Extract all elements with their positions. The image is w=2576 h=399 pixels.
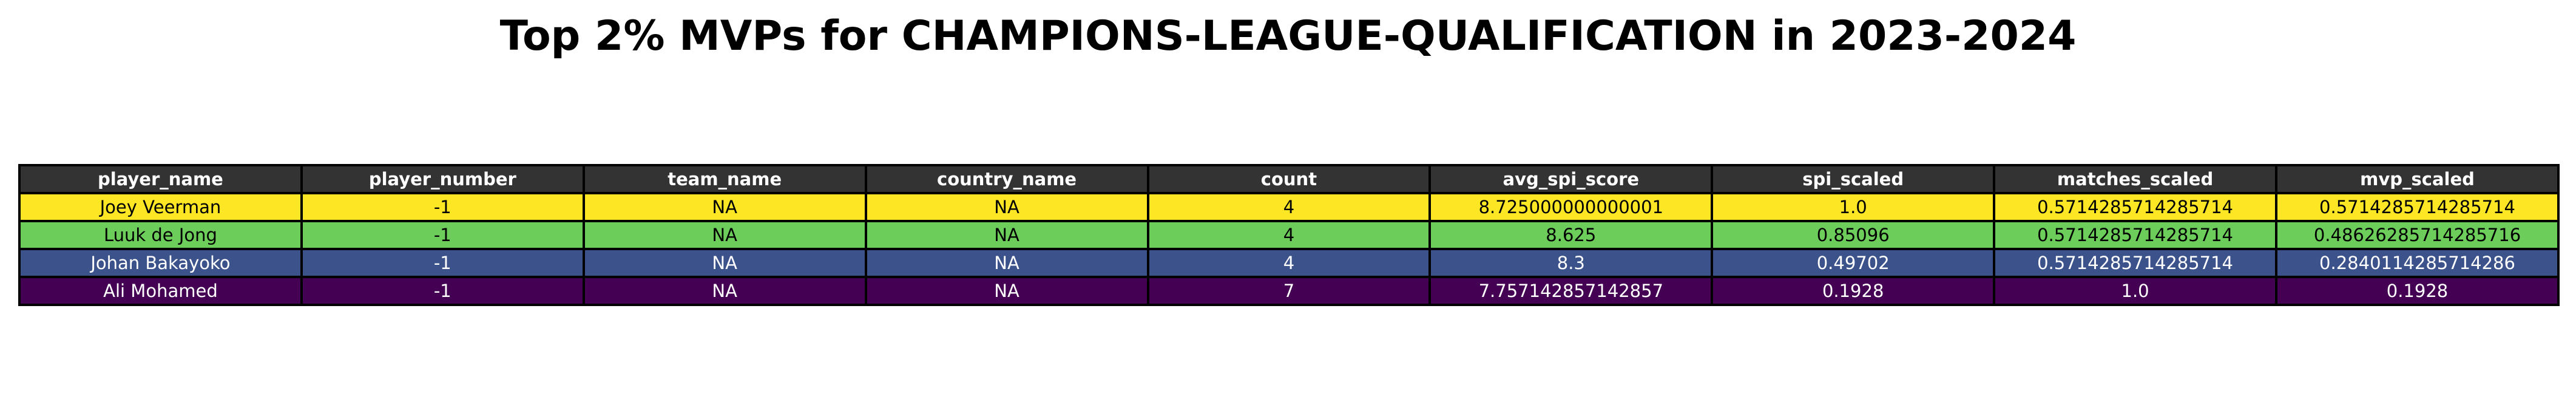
cell-country-name: NA (864, 220, 1149, 250)
cell-avg-spi-score: 8.625 (1428, 220, 1714, 250)
table-row: Ali Mohamed -1 NA NA 7 7.757142857142857 0.192… (18, 276, 2560, 306)
cell-spi-scaled: 1.0 (1711, 192, 1996, 222)
column-header-count: count (1146, 164, 1432, 194)
cell-mvp-scaled: 0.48626285714285716 (2275, 220, 2560, 250)
cell-mvp-scaled: 0.2840114285714286 (2275, 248, 2560, 278)
column-header-team-name: team_name (582, 164, 867, 194)
cell-player-name: Luuk de Jong (18, 220, 303, 250)
cell-player-name: Joey Veerman (18, 192, 303, 222)
column-header-matches-scaled: matches_scaled (1993, 164, 2277, 194)
cell-team-name: NA (582, 248, 867, 278)
cell-team-name: NA (582, 192, 867, 222)
header-row: player_name player_number team_name country… (18, 164, 2560, 194)
cell-player-name: Ali Mohamed (18, 276, 303, 306)
cell-player-name: Johan Bakayoko (18, 248, 303, 278)
cell-count: 7 (1146, 276, 1432, 306)
cell-country-name: NA (864, 192, 1149, 222)
column-header-avg-spi-score: avg_spi_score (1428, 164, 1714, 194)
cell-mvp-scaled: 0.5714285714285714 (2275, 192, 2560, 222)
cell-country-name: NA (864, 276, 1149, 306)
cell-avg-spi-score: 8.725000000000001 (1428, 192, 1714, 222)
chart-title: Top 2% MVPs for CHAMPIONS-LEAGUE-QUALIFI… (499, 12, 2077, 60)
column-header-player-number: player_number (300, 164, 585, 194)
table-row: Luuk de Jong -1 NA NA 4 8.625 0.85096 0.5714285… (18, 220, 2560, 250)
cell-team-name: NA (582, 276, 867, 306)
cell-count: 4 (1146, 192, 1432, 222)
column-header-player-name: player_name (18, 164, 303, 194)
table-header: player_name player_number team_name country… (18, 164, 2560, 194)
column-header-spi-scaled: spi_scaled (1711, 164, 1996, 194)
cell-count: 4 (1146, 248, 1432, 278)
cell-matches-scaled: 1.0 (1993, 276, 2277, 306)
cell-player-number: -1 (300, 220, 585, 250)
cell-spi-scaled: 0.49702 (1711, 248, 1996, 278)
cell-avg-spi-score: 8.3 (1428, 248, 1714, 278)
cell-spi-scaled: 0.1928 (1711, 276, 1996, 306)
cell-spi-scaled: 0.85096 (1711, 220, 1996, 250)
cell-avg-spi-score: 7.757142857142857 (1428, 276, 1714, 306)
table-row: Joey Veerman -1 NA NA 4 8.725000000000001 1.0 0… (18, 192, 2560, 222)
cell-matches-scaled: 0.5714285714285714 (1993, 220, 2277, 250)
cell-matches-scaled: 0.5714285714285714 (1993, 248, 2277, 278)
column-header-country-name: country_name (864, 164, 1149, 194)
mvp-table: player_name player_number team_name country… (18, 164, 2560, 306)
cell-matches-scaled: 0.5714285714285714 (1993, 192, 2277, 222)
table-body: Joey Veerman -1 NA NA 4 8.725000000000001 1.0 0… (18, 192, 2560, 306)
cell-team-name: NA (582, 220, 867, 250)
cell-player-number: -1 (300, 248, 585, 278)
cell-count: 4 (1146, 220, 1432, 250)
cell-country-name: NA (864, 248, 1149, 278)
table-row: Johan Bakayoko -1 NA NA 4 8.3 0.49702 0.5714285… (18, 248, 2560, 278)
cell-mvp-scaled: 0.1928 (2275, 276, 2560, 306)
cell-player-number: -1 (300, 276, 585, 306)
column-header-mvp-scaled: mvp_scaled (2275, 164, 2560, 194)
cell-player-number: -1 (300, 192, 585, 222)
